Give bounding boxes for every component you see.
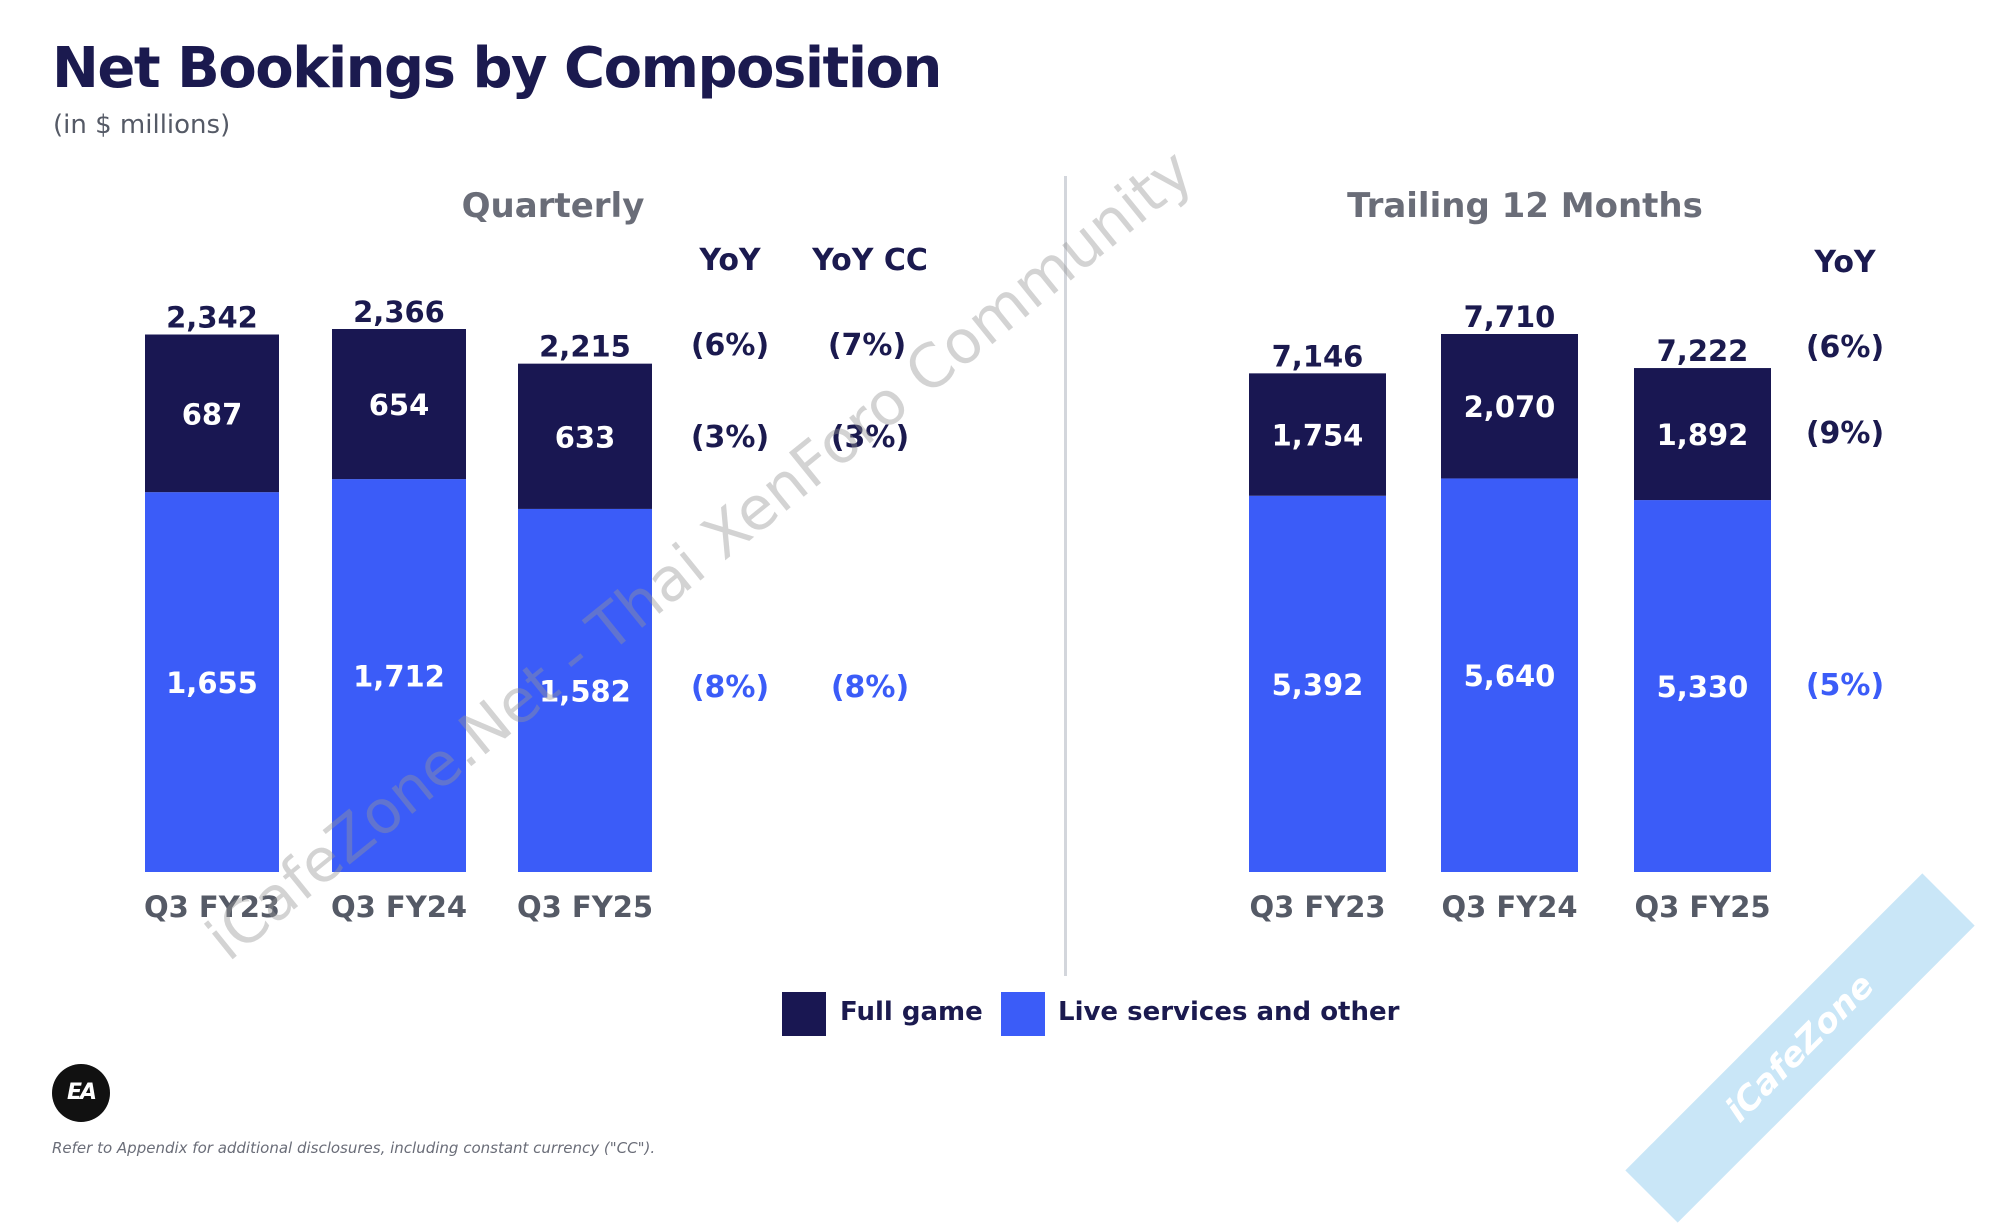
quarterly-yoy-cc-header: YoY CC [812, 243, 928, 278]
quarterly-bar-live-2 [332, 479, 466, 872]
ttm-panel-title: Trailing 12 Months [1347, 186, 1703, 226]
quarterly-bar-full-2 [332, 329, 466, 480]
quarterly-label-live-3: 1,582 [539, 674, 631, 708]
ttm-label-full-2: 2,070 [1464, 390, 1556, 424]
ttm-category-1: Q3 FY23 [1249, 890, 1385, 924]
ttm-label-live-1: 5,392 [1272, 668, 1364, 702]
ttm-bar-full-1 [1249, 373, 1386, 496]
ea-logo: EA [52, 1064, 110, 1122]
quarterly-label-total-3: 2,215 [539, 330, 631, 364]
quarterly-label-live-2: 1,712 [353, 660, 445, 694]
ttm-label-live-2: 5,640 [1464, 659, 1556, 693]
quarterly-bar-full-1 [145, 334, 279, 493]
legend-full-game-swatch [782, 992, 826, 1036]
ttm-yoy-full-game: (9%) [1805, 416, 1885, 451]
quarterly-label-total-1: 2,342 [166, 301, 258, 335]
quarterly-yoy-cc-full-game: (3%) [830, 420, 910, 455]
legend-live-services-swatch [1001, 992, 1045, 1036]
quarterly-label-full-2: 654 [369, 388, 430, 422]
legend-full-game-label: Full game [840, 997, 983, 1027]
ttm-label-total-3: 7,222 [1657, 334, 1749, 368]
ttm-bar-full-3 [1634, 368, 1771, 501]
quarterly-yoy-total: (6%) [690, 328, 770, 363]
quarterly-panel-title: Quarterly [461, 186, 645, 226]
ttm-category-3: Q3 FY25 [1634, 890, 1770, 924]
quarterly-bar-live-1 [145, 492, 279, 872]
ttm-category-2: Q3 FY24 [1441, 890, 1577, 924]
ttm-bar-live-3 [1634, 500, 1771, 872]
ttm-yoy-live-services: (5%) [1805, 668, 1885, 703]
quarterly-yoy-cc-total: (7%) [827, 328, 907, 363]
quarterly-yoy-cc-live-services: (8%) [830, 670, 910, 705]
page-title: Net Bookings by Composition [52, 36, 942, 101]
quarterly-label-total-2: 2,366 [353, 295, 445, 329]
ttm-bar-live-2 [1441, 478, 1578, 872]
ttm-bar-live-1 [1249, 495, 1386, 872]
ttm-label-total-2: 7,710 [1464, 300, 1556, 334]
quarterly-category-3: Q3 FY25 [517, 890, 653, 924]
quarterly-yoy-header: YoY [699, 243, 761, 278]
quarterly-label-live-1: 1,655 [166, 666, 258, 700]
quarterly-label-full-1: 687 [182, 397, 243, 431]
quarterly-bar-full-3 [518, 363, 652, 509]
footnote: Refer to Appendix for additional disclos… [52, 1139, 656, 1157]
quarterly-bar-live-3 [518, 508, 652, 872]
ttm-label-full-1: 1,754 [1272, 419, 1364, 453]
ttm-bar-full-2 [1441, 334, 1578, 479]
page-subtitle: (in $ millions) [53, 110, 231, 140]
bookings-chart: 1,655 687 2,342 Q3 FY23 1,712 654 2,366 Q3 FY24… [144, 295, 1771, 924]
quarterly-label-full-3: 633 [555, 420, 616, 454]
ttm-label-total-1: 7,146 [1272, 339, 1364, 373]
legend-live-services-label: Live services and other [1058, 997, 1400, 1027]
ttm-yoy-header: YoY [1814, 245, 1876, 280]
quarterly-category-2: Q3 FY24 [331, 890, 467, 924]
quarterly-category-1: Q3 FY23 [144, 890, 280, 924]
ttm-yoy-total: (6%) [1805, 330, 1885, 365]
panel-divider [1064, 176, 1067, 976]
ttm-label-live-3: 5,330 [1657, 670, 1749, 704]
quarterly-yoy-full-game: (3%) [690, 420, 770, 455]
quarterly-yoy-live-services: (8%) [690, 670, 770, 705]
ttm-label-full-3: 1,892 [1657, 418, 1749, 452]
